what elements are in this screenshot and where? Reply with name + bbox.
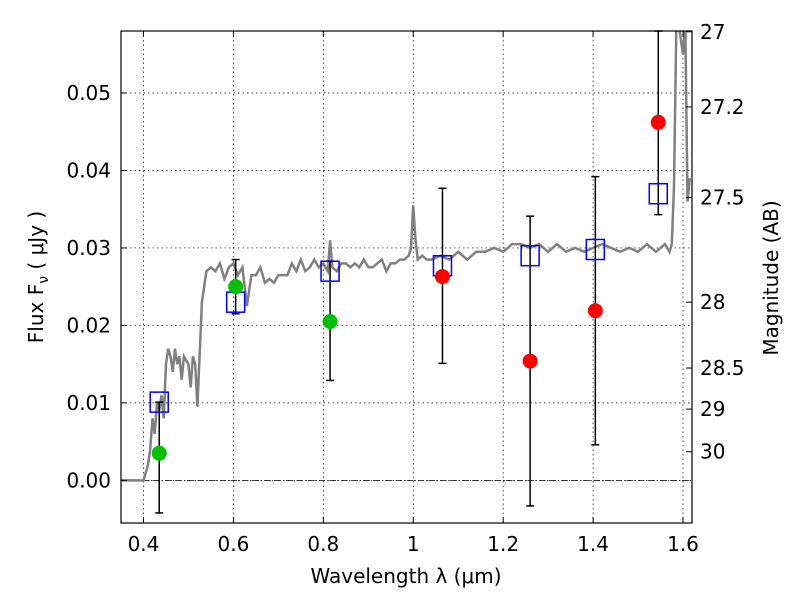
y2-tick-label-4: 28.5 (700, 356, 745, 380)
y-tick-label-0: 0.00 (66, 468, 111, 492)
x-tick-label-0: 0.4 (128, 532, 160, 556)
y2-tick-label-5: 29 (700, 397, 725, 421)
tick-labels: 0.4 0.6 0.8 1 1.2 1.4 1.6 0.00 0.01 0.02 0.03 0.04 0… (66, 20, 744, 556)
y-axis-title-main: Flux F (24, 284, 48, 343)
y-axis-title-unit: ( μJy ) (24, 211, 48, 276)
y2-tick-label-0: 27 (700, 20, 725, 44)
data-point-6 (650, 114, 666, 130)
y-tick-label-3: 0.03 (66, 236, 111, 260)
data-point-1 (228, 279, 244, 295)
model-box-4 (520, 244, 540, 267)
x-tick-label-2: 0.8 (307, 532, 339, 556)
y-axis-title-subscript: ν (36, 276, 52, 284)
data-point-0 (151, 445, 167, 461)
observed-flux-points (151, 114, 666, 461)
y-tick-label-1: 0.01 (66, 391, 111, 415)
x-tick-label-1: 0.6 (217, 532, 249, 556)
y-tick-label-4: 0.04 (66, 158, 111, 182)
x-tick-label-6: 1.6 (667, 532, 699, 556)
model-box-2 (320, 260, 340, 282)
grid-lines (121, 31, 692, 523)
right-axis-title: Magnitude (AB) (759, 200, 783, 355)
model-box-0 (149, 391, 169, 413)
y-axis-title: Flux Fν ( μJy ) (24, 211, 52, 343)
x-tick-label-5: 1.4 (577, 532, 609, 556)
y2-tick-label-3: 28 (700, 290, 725, 314)
data-point-3 (434, 269, 450, 285)
axis-ticks (121, 31, 692, 523)
model-box-5 (585, 238, 606, 261)
y-tick-label-2: 0.02 (66, 313, 111, 337)
model-box-6 (648, 182, 669, 205)
x-axis-title: Wavelength λ (μm) (310, 564, 501, 588)
y2-tick-label-2: 27.5 (700, 186, 745, 210)
x-tick-label-3: 1 (407, 532, 420, 556)
y-tick-label-5: 0.05 (66, 81, 111, 105)
y2-tick-label-1: 27.2 (700, 95, 745, 119)
model-flux-boxes (149, 182, 669, 413)
data-point-4 (522, 353, 538, 369)
data-point-5 (587, 303, 603, 319)
y2-tick-label-6: 30 (700, 440, 725, 464)
plot-frame (120, 30, 693, 524)
x-tick-label-4: 1.2 (487, 532, 519, 556)
data-point-2 (322, 314, 338, 330)
